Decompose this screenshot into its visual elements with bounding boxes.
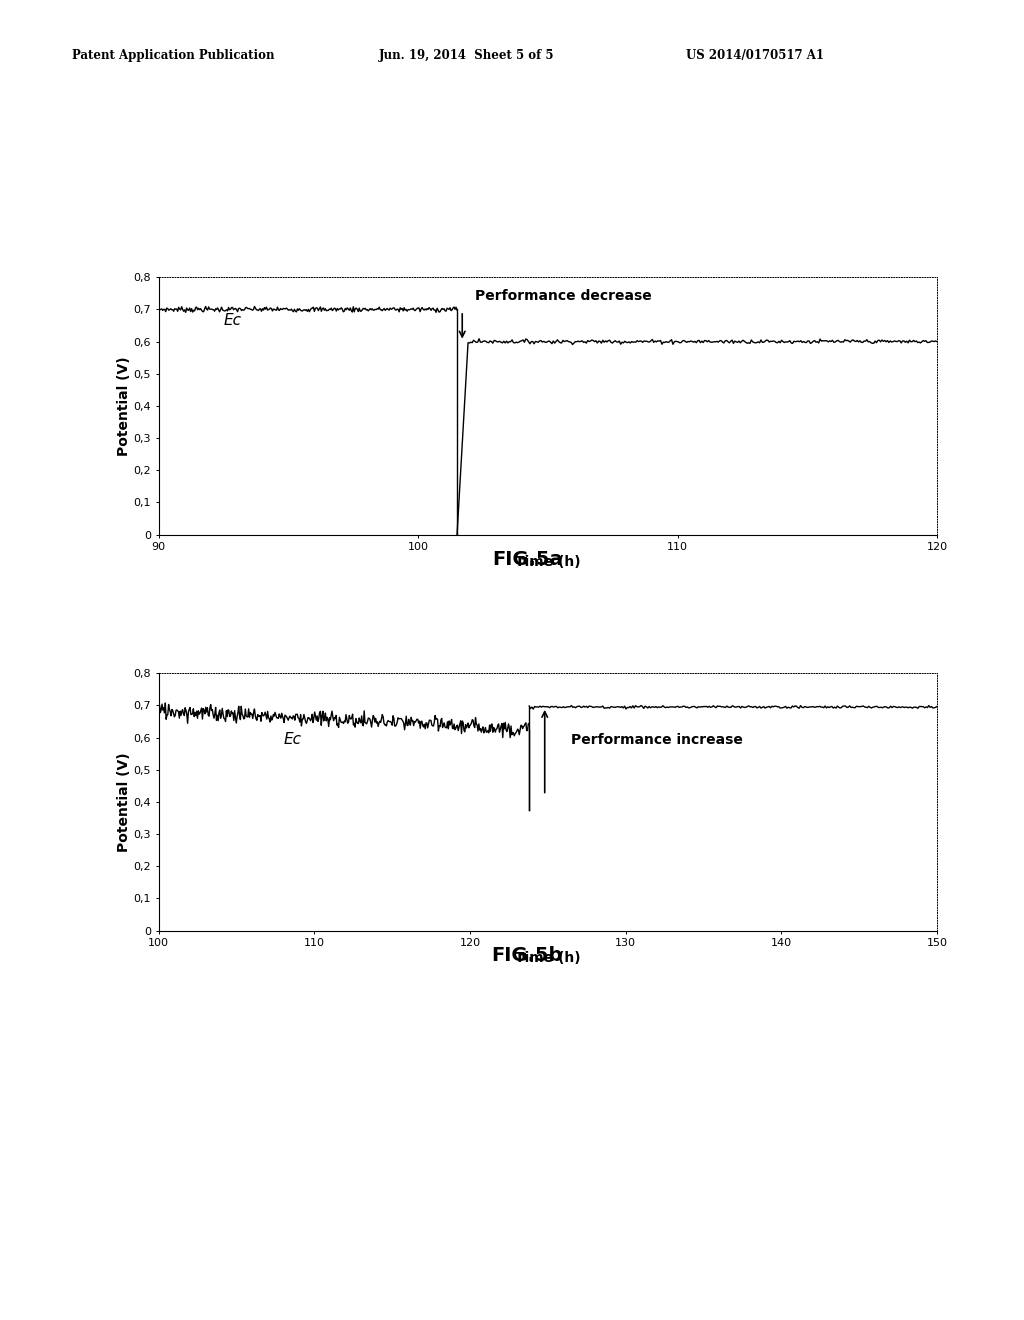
Text: Ec: Ec xyxy=(284,733,301,747)
Text: FIG.5a: FIG.5a xyxy=(493,550,562,569)
X-axis label: Time (h): Time (h) xyxy=(515,554,581,569)
X-axis label: Time (h): Time (h) xyxy=(515,950,581,965)
Text: Patent Application Publication: Patent Application Publication xyxy=(72,49,274,62)
Text: Performance decrease: Performance decrease xyxy=(475,289,652,302)
Text: US 2014/0170517 A1: US 2014/0170517 A1 xyxy=(686,49,824,62)
Text: Performance increase: Performance increase xyxy=(571,733,743,747)
Text: Ec: Ec xyxy=(223,313,242,329)
Y-axis label: Potential (V): Potential (V) xyxy=(117,356,131,455)
Text: Jun. 19, 2014  Sheet 5 of 5: Jun. 19, 2014 Sheet 5 of 5 xyxy=(379,49,554,62)
Y-axis label: Potential (V): Potential (V) xyxy=(117,752,131,851)
Text: FIG.5b: FIG.5b xyxy=(492,946,563,965)
